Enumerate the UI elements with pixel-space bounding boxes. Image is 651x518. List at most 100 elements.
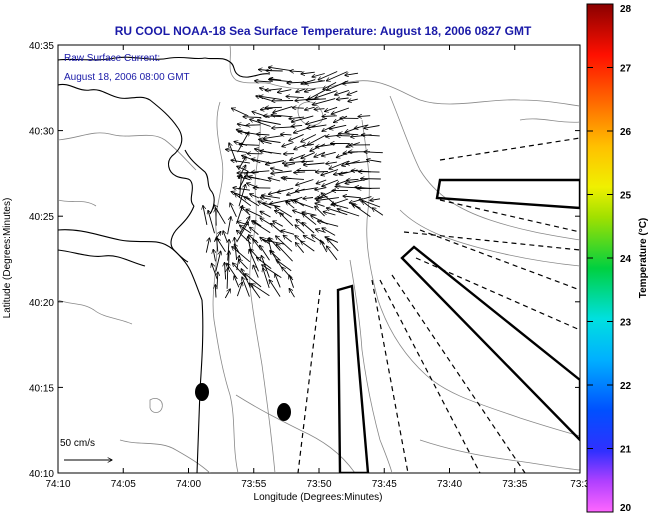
current-vector — [295, 99, 316, 101]
current-vector — [321, 169, 339, 176]
current-vector — [372, 208, 384, 216]
current-vector — [336, 98, 349, 99]
current-vector — [307, 124, 327, 128]
colorbar-tick-label: 28 — [620, 4, 632, 15]
current-vector — [275, 274, 281, 288]
colorbar-label: Temperature (°C) — [638, 218, 649, 299]
current-vector — [243, 117, 262, 118]
current-vector — [286, 201, 295, 209]
current-vector — [226, 149, 248, 153]
current-vector — [318, 71, 338, 80]
current-vector — [302, 222, 315, 234]
current-vector — [308, 89, 327, 100]
current-vector — [273, 221, 284, 227]
current-vector — [271, 115, 292, 117]
current-vector — [237, 172, 259, 173]
current-vector — [306, 99, 327, 100]
current-vector — [305, 80, 325, 84]
current-vector — [304, 88, 316, 92]
current-vector — [318, 221, 339, 227]
current-vector — [227, 268, 228, 289]
current-vector — [271, 223, 282, 233]
current-vector — [283, 178, 304, 179]
current-vector — [268, 178, 281, 182]
current-vector — [249, 249, 259, 272]
current-vector — [277, 89, 292, 93]
y-axis-label: Latitude (Degrees:Minutes) — [2, 198, 13, 319]
current-vector — [303, 235, 316, 243]
map-title: RU COOL NOAA-18 Sea Surface Temperature:… — [115, 24, 532, 38]
y-tick-label: 40:30 — [29, 127, 54, 138]
y-tick-label: 40:15 — [29, 383, 54, 394]
colorbar-tick-label: 26 — [620, 127, 632, 138]
current-vector — [265, 89, 283, 91]
current-vector — [252, 221, 271, 234]
x-axis-label: Longitude (Degrees:Minutes) — [254, 492, 383, 503]
current-vector — [232, 247, 251, 263]
current-vector — [228, 239, 229, 261]
current-vector — [246, 125, 261, 126]
colorbar-tick-label: 20 — [620, 503, 632, 514]
current-vector — [292, 108, 304, 109]
station-marker — [195, 383, 209, 401]
x-tick-label: 73:40 — [437, 479, 462, 490]
current-vector — [289, 288, 295, 298]
current-vector — [269, 238, 281, 251]
current-vector — [295, 225, 305, 234]
current-vector — [225, 262, 226, 280]
current-vector — [271, 168, 283, 171]
current-note-line2: August 18, 2006 08:00 GMT — [64, 72, 190, 83]
current-vector — [268, 67, 292, 72]
bathymetry-contours — [58, 45, 580, 473]
current-vector — [260, 245, 270, 261]
x-axis-ticks: 74:10 74:05 74:00 73:55 73:50 73:45 73:40 73:35… — [45, 45, 590, 490]
current-vector — [327, 246, 338, 261]
colorbar-tick-label: 25 — [620, 191, 632, 202]
current-vector — [303, 163, 325, 165]
current-vector — [259, 96, 283, 101]
current-vector — [238, 184, 246, 207]
current-vector — [230, 203, 237, 217]
x-tick-label: 73:45 — [372, 479, 397, 490]
x-tick-label: 74:05 — [111, 479, 136, 490]
current-vector — [326, 162, 337, 164]
current-vector — [233, 188, 250, 191]
current-vector — [250, 194, 260, 199]
current-vector — [314, 109, 325, 110]
current-note-line1: Raw Surface Current: — [64, 53, 160, 64]
coastline — [58, 56, 271, 473]
current-vector — [315, 172, 328, 173]
x-tick-label: 73:50 — [306, 479, 331, 490]
current-vector — [214, 205, 226, 225]
current-vector — [273, 106, 293, 113]
current-vector — [302, 212, 317, 216]
current-vector — [244, 197, 260, 207]
current-vector — [260, 151, 282, 155]
radar-footprints — [336, 178, 580, 473]
current-vector — [269, 280, 281, 297]
current-vector — [305, 107, 315, 110]
current-vector — [215, 285, 216, 298]
x-tick-label: 73:55 — [241, 479, 266, 490]
current-vector — [240, 226, 252, 234]
current-vector — [322, 116, 337, 117]
current-vector — [256, 134, 270, 135]
current-vector — [253, 265, 259, 278]
current-vector — [302, 144, 314, 146]
current-vector — [261, 195, 281, 199]
x-tick-label: 74:00 — [176, 479, 201, 490]
current-vector — [276, 260, 292, 272]
current-vector — [235, 194, 252, 207]
y-tick-label: 40:10 — [29, 469, 54, 480]
current-vector — [281, 231, 295, 235]
current-vector — [301, 134, 317, 143]
x-tick-label: 73:3 — [570, 479, 590, 490]
station-marker — [277, 403, 291, 421]
current-vector — [260, 218, 272, 225]
current-vector — [329, 124, 347, 129]
current-vector — [307, 134, 327, 145]
current-vector — [217, 238, 226, 253]
current-vector — [216, 208, 217, 226]
current-vector — [339, 134, 359, 135]
y-tick-label: 40:35 — [29, 41, 54, 52]
